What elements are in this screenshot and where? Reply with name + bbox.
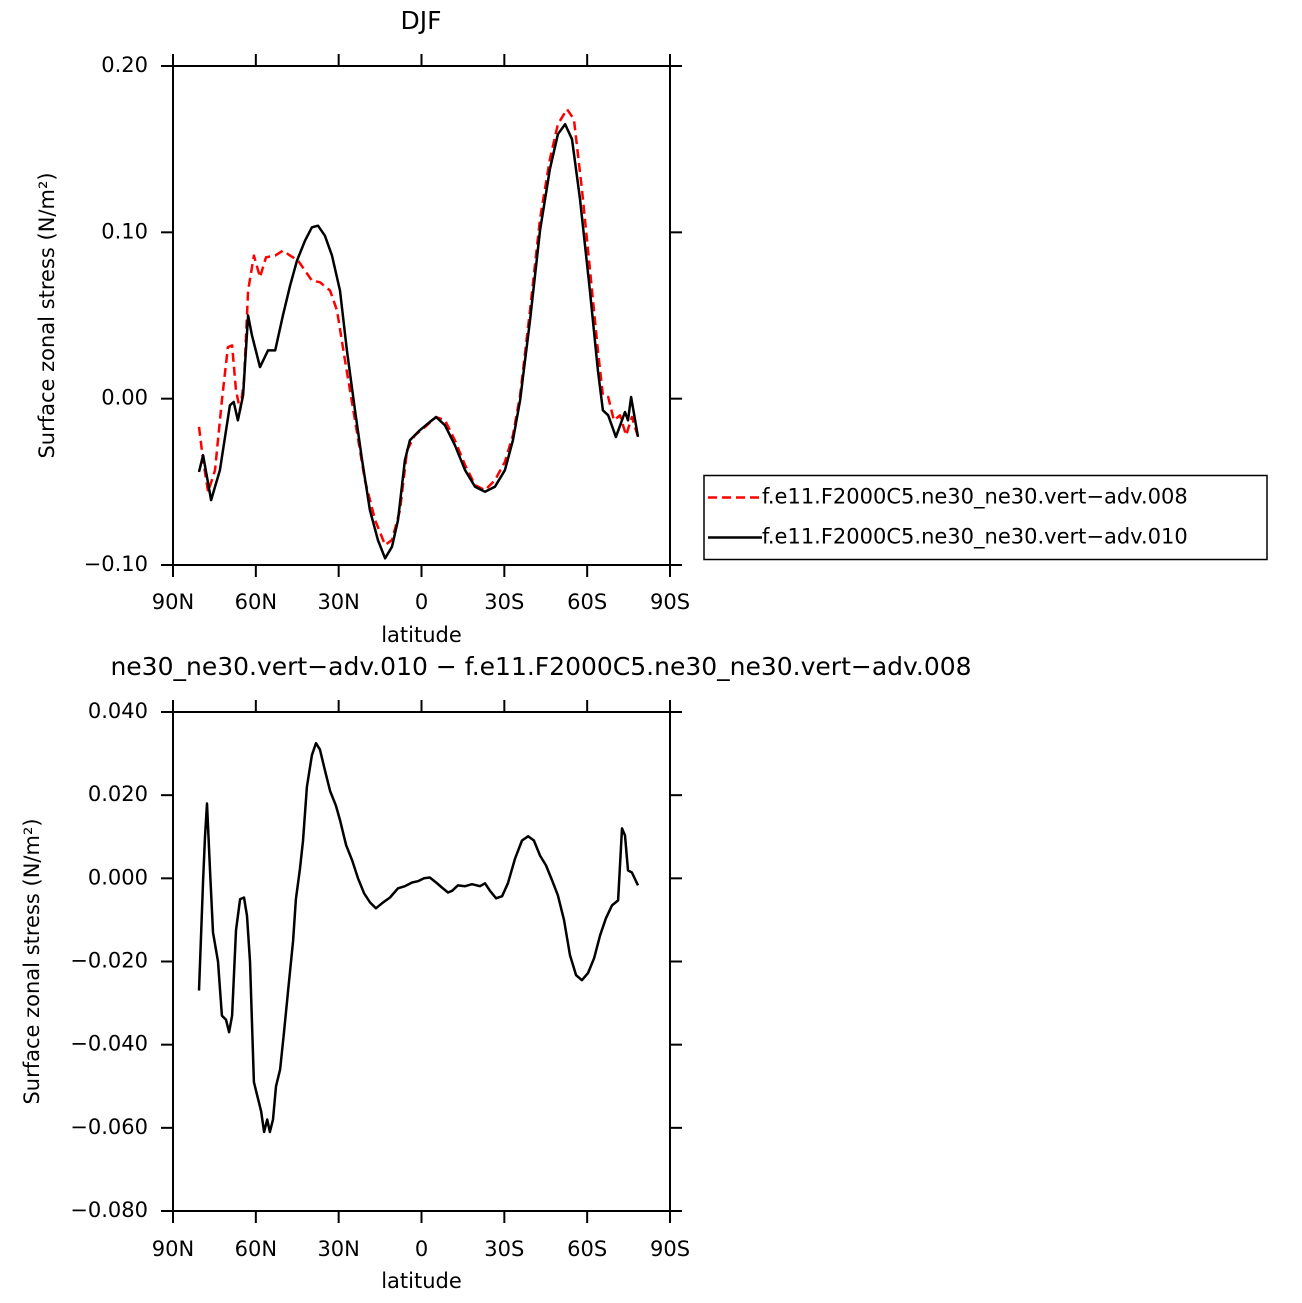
x-tick-label: 90S xyxy=(650,590,690,614)
legend-label: f.e11.F2000C5.ne30_ne30.vert−adv.010 xyxy=(762,525,1188,550)
legend-box xyxy=(703,474,1268,561)
x-tick-label: 90N xyxy=(152,1237,194,1261)
x-axis-label: latitude xyxy=(381,623,462,647)
x-tick-label: 60S xyxy=(567,590,607,614)
y-tick-label: 0.020 xyxy=(88,782,148,806)
y-tick-label: 0.040 xyxy=(88,699,148,723)
y-tick-label: 0.000 xyxy=(88,865,148,889)
plot-frame xyxy=(172,711,671,1212)
x-tick-label: 30N xyxy=(317,1237,359,1261)
legend-label: f.e11.F2000C5.ne30_ne30.vert−adv.008 xyxy=(762,485,1188,510)
y-tick-label: 0.20 xyxy=(101,53,148,77)
y-tick-label: −0.040 xyxy=(70,1032,148,1056)
x-tick-label: 0 xyxy=(415,590,428,614)
y-tick-label: −0.080 xyxy=(70,1198,148,1222)
data-line xyxy=(197,107,640,547)
y-axis-label: Surface zonal stress (N/m²) xyxy=(35,172,59,458)
chart-title: DJF xyxy=(400,6,441,35)
y-tick-label: 0.00 xyxy=(101,386,148,410)
x-tick-label: 60S xyxy=(567,1237,607,1261)
chart-title: ne30_ne30.vert−adv.010 − f.e11.F2000C5.n… xyxy=(110,652,971,681)
data-line xyxy=(197,122,640,560)
x-tick-label: 60N xyxy=(235,1237,277,1261)
y-tick-label: −0.10 xyxy=(84,552,148,576)
x-tick-label: 60N xyxy=(235,590,277,614)
x-tick-label: 30S xyxy=(484,590,524,614)
y-tick-label: 0.10 xyxy=(101,219,148,243)
x-tick-label: 90S xyxy=(650,1237,690,1261)
y-tick-label: −0.020 xyxy=(70,949,148,973)
x-axis-label: latitude xyxy=(381,1269,462,1293)
y-axis-label: Surface zonal stress (N/m²) xyxy=(20,818,44,1104)
x-tick-label: 30S xyxy=(484,1237,524,1261)
x-tick-label: 0 xyxy=(415,1237,428,1261)
data-line xyxy=(197,741,640,1134)
x-tick-label: 90N xyxy=(152,590,194,614)
x-tick-label: 30N xyxy=(317,590,359,614)
y-tick-label: −0.060 xyxy=(70,1115,148,1139)
